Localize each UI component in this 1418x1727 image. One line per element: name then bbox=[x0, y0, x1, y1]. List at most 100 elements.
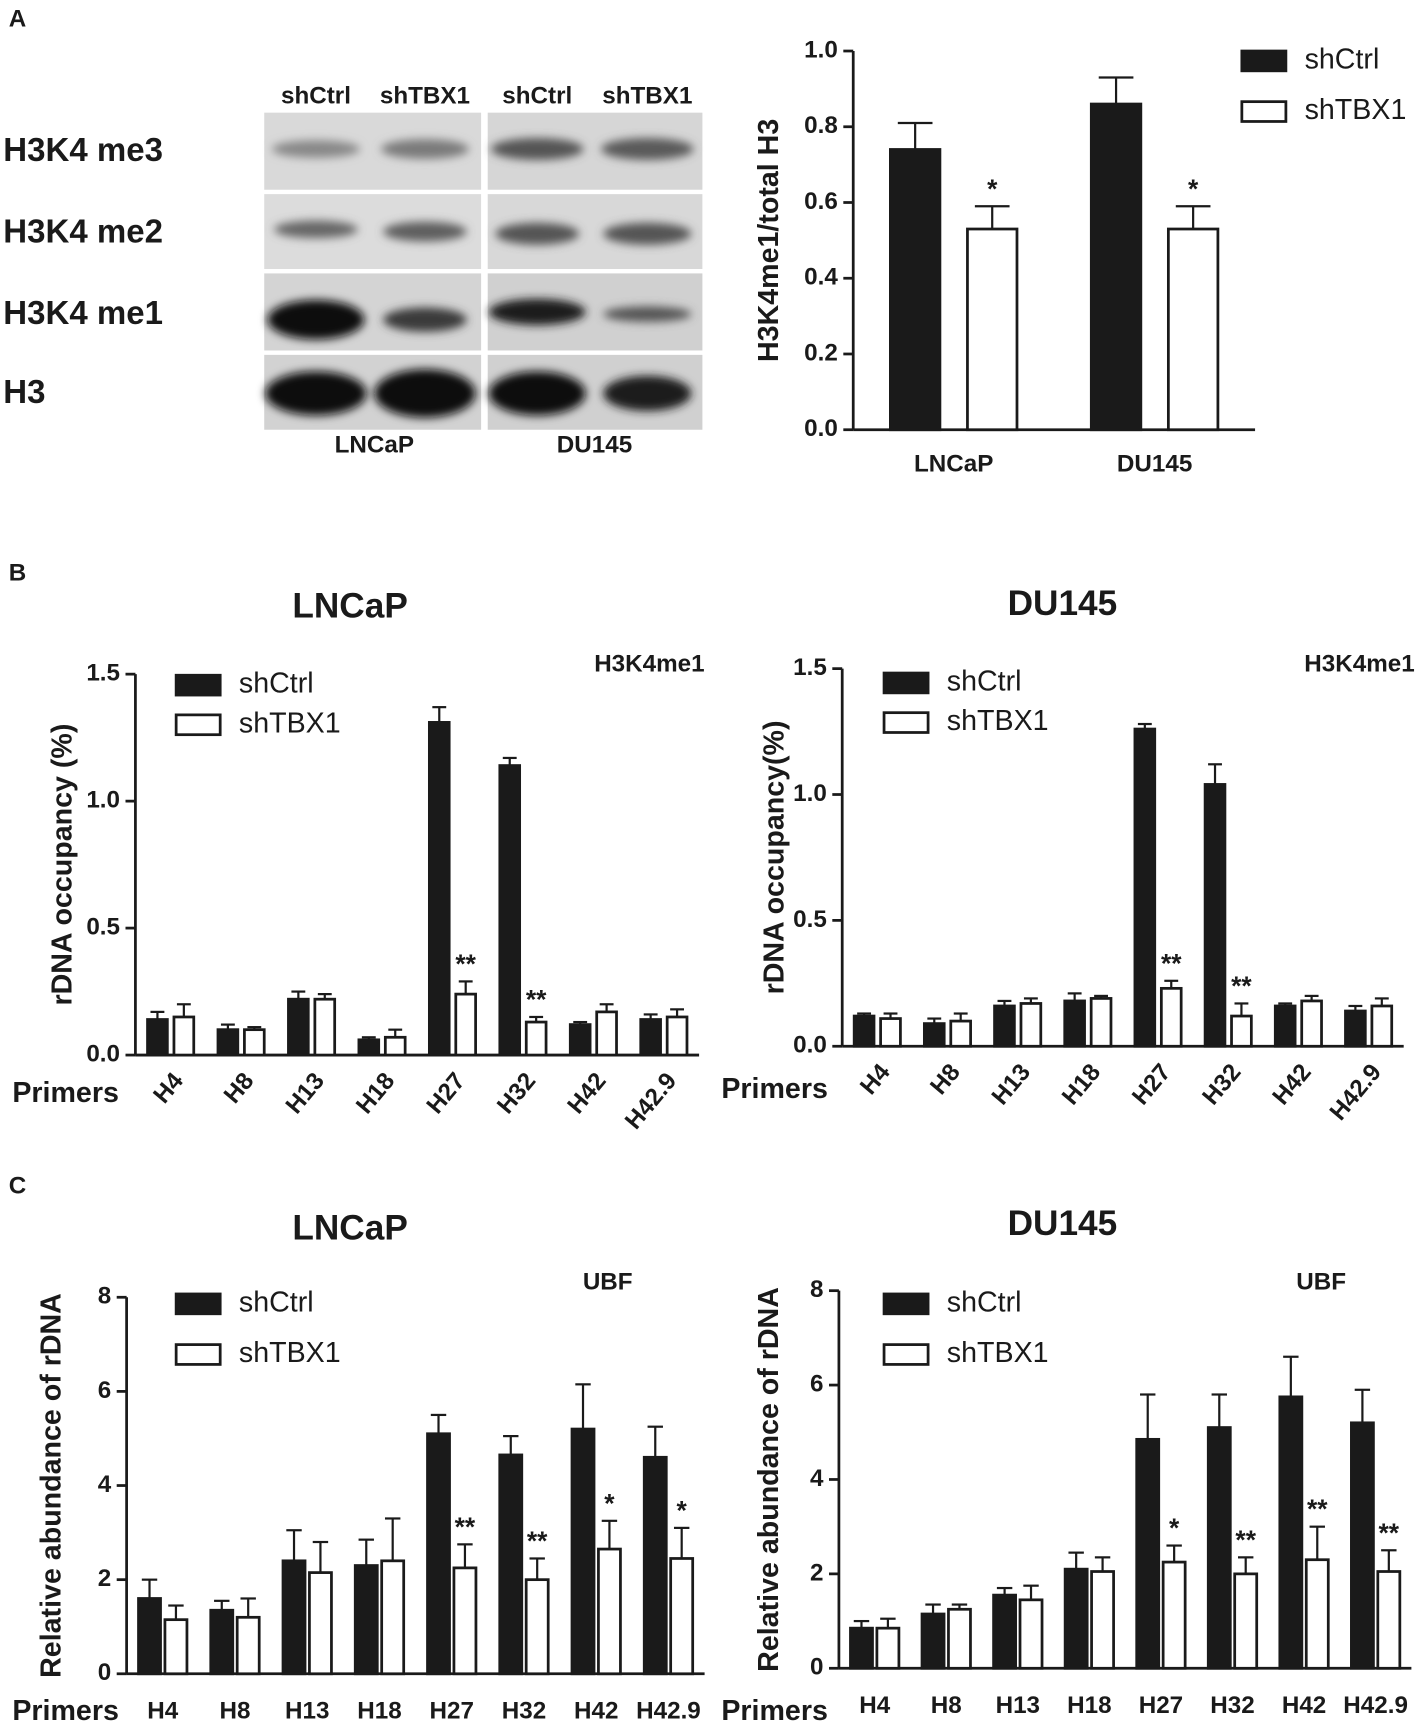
annotation: H3K4me1 bbox=[1304, 651, 1414, 678]
x-tick-label: H42 bbox=[562, 1068, 611, 1119]
significance-label: ** bbox=[527, 1526, 548, 1556]
bar bbox=[1135, 1437, 1161, 1670]
bar bbox=[1019, 1002, 1043, 1048]
legend-label: shCtrl bbox=[1305, 43, 1380, 75]
x-tick-label: H13 bbox=[987, 1059, 1036, 1110]
y-tick-label: 1.5 bbox=[86, 660, 120, 687]
panel-label: B bbox=[9, 559, 27, 586]
bar bbox=[1344, 1009, 1367, 1048]
x-tick-label: H42 bbox=[1282, 1692, 1326, 1719]
significance-label: ** bbox=[455, 949, 476, 979]
bar bbox=[1133, 727, 1157, 1048]
y-tick-label: 4 bbox=[98, 1471, 112, 1498]
bar bbox=[146, 1018, 169, 1057]
blot-row-label: H3K4 me1 bbox=[3, 294, 163, 331]
x-tick-label: H8 bbox=[219, 1068, 260, 1109]
chart: H3K4me1/total H3 0.0 0.2 0.4 0.6 0.8 1.0 LNCaP *… bbox=[753, 36, 1406, 477]
x-tick-label: H13 bbox=[285, 1698, 329, 1725]
bar bbox=[137, 1597, 162, 1676]
significance-label: * bbox=[677, 1495, 688, 1525]
bar bbox=[597, 1547, 622, 1676]
bar bbox=[1278, 1395, 1304, 1670]
x-tick-label: H13 bbox=[281, 1068, 330, 1119]
blot-row-label: H3 bbox=[3, 373, 45, 410]
bar bbox=[313, 997, 337, 1057]
y-tick-label: 0.0 bbox=[804, 415, 838, 442]
bar bbox=[922, 1022, 946, 1048]
bar bbox=[1203, 783, 1227, 1048]
x-tick-label: H27 bbox=[1127, 1059, 1176, 1110]
x-tick-label: H42.9 bbox=[620, 1068, 682, 1135]
x-tick-label: H42 bbox=[574, 1698, 618, 1725]
legend-label: shCtrl bbox=[239, 1286, 314, 1318]
x-axis-label: Primers bbox=[12, 1695, 119, 1727]
y-tick-label: 2 bbox=[810, 1559, 823, 1586]
y-axis-label: rDNA occupancy(%) bbox=[759, 720, 791, 994]
blot-column-label: shTBX1 bbox=[380, 83, 470, 110]
y-tick-label: 1.5 bbox=[793, 654, 827, 681]
bar bbox=[1376, 1570, 1402, 1670]
bar bbox=[498, 764, 522, 1057]
bar bbox=[353, 1564, 379, 1676]
legend-swatch bbox=[882, 1292, 930, 1316]
bar bbox=[235, 1615, 261, 1676]
blot-bands bbox=[265, 137, 694, 418]
blot-column-label: shTBX1 bbox=[602, 83, 692, 110]
x-tick-label: H18 bbox=[1057, 1059, 1106, 1110]
x-axis-label: Primers bbox=[721, 1695, 828, 1727]
bar bbox=[642, 1455, 668, 1676]
bar bbox=[357, 1038, 381, 1057]
bar bbox=[639, 1018, 662, 1057]
y-tick-label: 6 bbox=[98, 1377, 111, 1404]
significance-label: ** bbox=[1379, 1518, 1400, 1548]
legend-label: shTBX1 bbox=[239, 1337, 341, 1369]
x-tick-label: H4 bbox=[859, 1692, 890, 1719]
bar bbox=[172, 1015, 196, 1057]
significance-label: ** bbox=[1231, 971, 1252, 1001]
y-axis-label: rDNA occupancy (%) bbox=[46, 724, 78, 1006]
bar bbox=[1273, 1004, 1297, 1048]
bar bbox=[216, 1028, 240, 1057]
bar bbox=[889, 148, 942, 432]
legend-swatch bbox=[882, 1343, 930, 1366]
legend-label: shTBX1 bbox=[947, 1337, 1049, 1369]
bar bbox=[1063, 1567, 1089, 1670]
legend-label: shTBX1 bbox=[1305, 94, 1407, 126]
bar bbox=[454, 992, 477, 1057]
blot-row-label: H3K4 me3 bbox=[3, 131, 163, 168]
bar bbox=[452, 1566, 478, 1676]
chart-title: LNCaP bbox=[292, 586, 407, 625]
x-tick-label: H8 bbox=[219, 1698, 250, 1725]
y-tick-label: 0.5 bbox=[86, 913, 120, 940]
bar bbox=[1370, 1004, 1394, 1048]
legend-swatch bbox=[1240, 100, 1288, 123]
legend-swatch bbox=[1240, 49, 1288, 73]
bar bbox=[427, 721, 451, 1057]
x-tick-label: H18 bbox=[357, 1698, 401, 1725]
chart-title: DU145 bbox=[1008, 584, 1118, 623]
y-tick-label: 0.0 bbox=[86, 1040, 120, 1067]
x-tick-label: H32 bbox=[492, 1068, 541, 1119]
bar bbox=[852, 1014, 876, 1048]
western-blot: shCtrl shTBX1 shCtrl shTBX1 H3K4 me3 H3K… bbox=[3, 83, 703, 459]
bar bbox=[879, 1017, 902, 1048]
bar bbox=[1233, 1572, 1259, 1670]
bar bbox=[498, 1453, 524, 1676]
bar bbox=[568, 1023, 592, 1057]
blot-column-label: shCtrl bbox=[502, 83, 572, 110]
chart: DU145 UBF Relative abundance of rDNA Primer… bbox=[721, 1204, 1412, 1727]
annotation: H3K4me1 bbox=[594, 651, 704, 678]
y-tick-label: 0.4 bbox=[804, 264, 838, 291]
x-tick-label: H27 bbox=[430, 1698, 474, 1725]
bar bbox=[1090, 1570, 1115, 1670]
bar bbox=[570, 1427, 596, 1676]
bar bbox=[426, 1432, 451, 1676]
bar bbox=[1063, 999, 1086, 1048]
bar bbox=[595, 1010, 618, 1057]
y-tick-label: 0 bbox=[810, 1654, 823, 1681]
bar bbox=[1161, 1560, 1187, 1670]
legend-label: shCtrl bbox=[947, 666, 1022, 698]
blot-cell-line: LNCaP bbox=[335, 432, 414, 459]
legend-swatch bbox=[882, 671, 930, 695]
